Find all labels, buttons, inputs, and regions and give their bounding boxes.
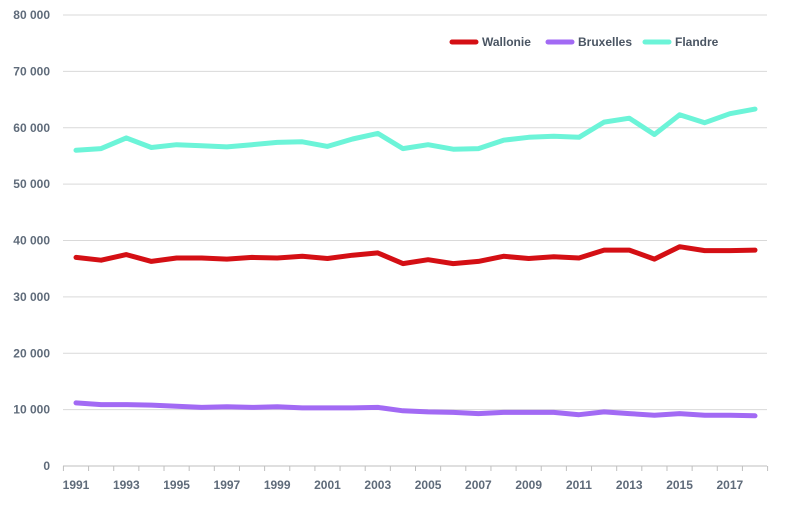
y-tick-label: 80 000 bbox=[13, 8, 50, 22]
x-tick-label: 2011 bbox=[566, 478, 592, 492]
y-axis-ticks: 0 10 000 20 000 30 000 40 000 50 000 60 000 70 … bbox=[13, 8, 50, 473]
gridlines bbox=[63, 14, 767, 411]
series-line-bruxelles bbox=[73, 400, 758, 419]
legend: Wallonie Bruxelles Flandre bbox=[449, 35, 719, 49]
y-tick-label: 60 000 bbox=[13, 121, 50, 135]
legend-label-flandre: Flandre bbox=[675, 35, 719, 49]
x-tick-label: 2013 bbox=[616, 478, 643, 492]
x-tick-label: 1995 bbox=[163, 478, 190, 492]
y-tick-label: 50 000 bbox=[13, 177, 50, 191]
series-line-flandre bbox=[73, 106, 758, 153]
y-tick-label: 20 000 bbox=[13, 346, 50, 360]
x-tick-label: 2015 bbox=[666, 478, 693, 492]
x-axis: 1991 1993 1995 1997 1999 2001 2003 2005 2007 2009… bbox=[63, 465, 769, 492]
legend-label-wallonie: Wallonie bbox=[482, 35, 531, 49]
x-tick-label: 1999 bbox=[264, 478, 291, 492]
x-tick-label: 2001 bbox=[314, 478, 341, 492]
x-tick-label: 1991 bbox=[63, 478, 90, 492]
series-line-wallonie bbox=[73, 244, 758, 267]
x-tick-label: 1993 bbox=[113, 478, 140, 492]
x-tick-label: 2017 bbox=[717, 478, 744, 492]
series-lines bbox=[73, 106, 758, 419]
y-tick-label: 10 000 bbox=[13, 403, 50, 417]
y-tick-label: 0 bbox=[43, 459, 50, 473]
legend-label-bruxelles: Bruxelles bbox=[578, 35, 632, 49]
y-tick-label: 40 000 bbox=[13, 234, 50, 248]
x-tick-label: 2007 bbox=[465, 478, 492, 492]
x-tick-label: 2003 bbox=[364, 478, 391, 492]
x-tick-label: 2009 bbox=[515, 478, 542, 492]
x-tick-label: 2005 bbox=[415, 478, 442, 492]
x-tick-label: 1997 bbox=[214, 478, 241, 492]
y-tick-label: 30 000 bbox=[13, 290, 50, 304]
y-tick-label: 70 000 bbox=[13, 64, 50, 78]
